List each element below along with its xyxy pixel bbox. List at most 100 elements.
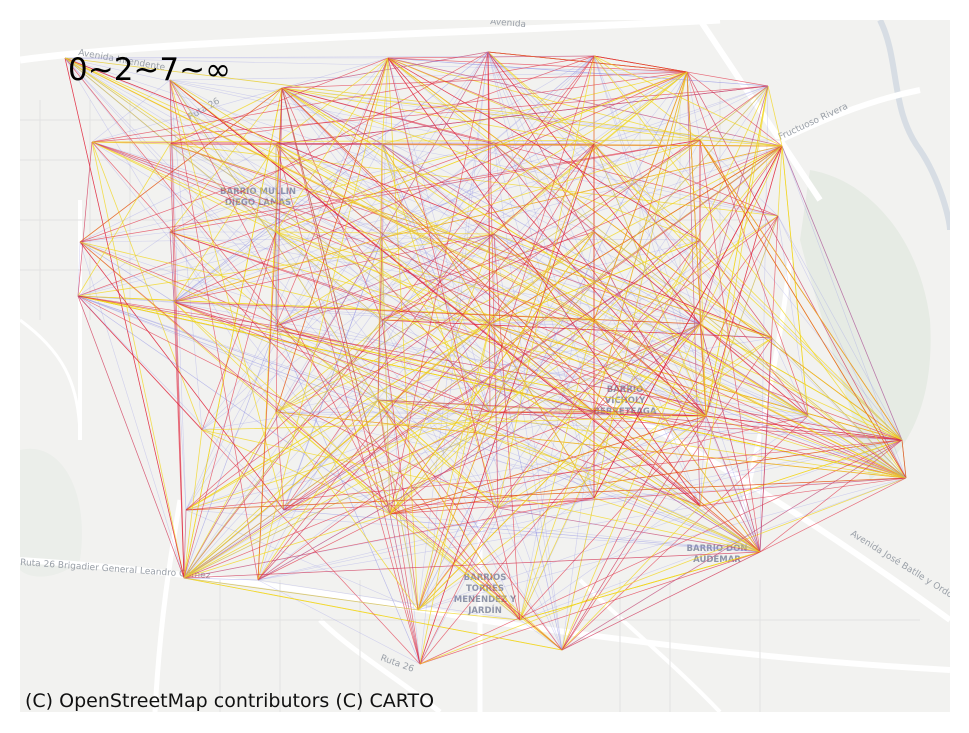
flow-line — [185, 323, 701, 511]
flow-line — [705, 415, 907, 479]
flow-line — [699, 239, 773, 339]
flow-line — [257, 513, 391, 581]
flow-line — [489, 323, 707, 417]
svg-text:AUDEMAR: AUDEMAR — [693, 555, 741, 565]
flow-line — [64, 57, 707, 417]
flow-line — [387, 57, 491, 413]
flow-line — [417, 85, 769, 611]
road — [578, 578, 722, 712]
flow-line — [497, 415, 707, 509]
flow-line — [493, 233, 701, 325]
flow-line — [91, 141, 761, 553]
road — [598, 397, 950, 623]
flow-line — [201, 71, 688, 431]
flow-line — [79, 241, 563, 651]
flow-line — [593, 143, 773, 339]
flow-line — [686, 71, 701, 507]
flow-line — [699, 85, 769, 141]
svg-text:MENENDEZ Y: MENENDEZ Y — [454, 595, 517, 605]
flow-line — [686, 71, 783, 147]
road — [318, 618, 442, 712]
flow-line — [519, 619, 563, 651]
flow-line — [275, 325, 907, 479]
flow-line — [183, 509, 285, 579]
flow-line — [387, 57, 701, 141]
flow-line — [275, 325, 421, 665]
flow-line — [281, 87, 809, 417]
flow-line — [183, 323, 701, 579]
flow-line — [173, 301, 563, 651]
flow-line — [169, 143, 761, 553]
flow-line — [487, 51, 761, 553]
flow-line — [561, 505, 701, 651]
flow-line — [275, 57, 389, 233]
flow-line — [275, 325, 379, 401]
flow-line — [489, 215, 779, 413]
flow-line — [387, 57, 521, 621]
flow-line — [173, 301, 701, 507]
flow-line — [183, 323, 701, 579]
flow-line — [275, 143, 595, 321]
flow-line — [381, 237, 701, 241]
flow-line — [173, 71, 688, 303]
flow-line — [419, 323, 701, 665]
flow-line — [275, 71, 688, 413]
flow-line — [257, 57, 389, 581]
flow-line — [79, 55, 595, 243]
flow-line — [275, 71, 688, 327]
flow-line — [381, 145, 783, 321]
flow-line — [699, 239, 707, 417]
flow-line — [281, 87, 761, 553]
flow-line — [381, 71, 688, 145]
flow-line — [381, 143, 783, 147]
flow-line — [519, 85, 769, 621]
flow-line — [257, 143, 495, 581]
flow-line — [169, 231, 707, 417]
flow-line — [759, 477, 907, 553]
flow-line — [183, 509, 187, 579]
flow-line — [91, 57, 389, 143]
flow-line — [381, 319, 499, 509]
flow-line — [686, 71, 701, 507]
flow-line — [183, 319, 383, 579]
legend-title: 0~2~7~∞ — [68, 52, 231, 88]
flow-line — [387, 57, 701, 507]
map-frame[interactable]: Avenida Intendente Avenida Fructuoso Riv… — [20, 20, 950, 712]
flow-line — [64, 57, 171, 233]
flow-line — [781, 145, 903, 441]
flow-line — [169, 79, 203, 431]
flow-line — [381, 57, 389, 145]
flow-line — [275, 325, 761, 553]
flow-line — [281, 87, 779, 217]
flow-line — [519, 239, 701, 621]
flow-line — [699, 215, 779, 325]
flow-line — [381, 55, 595, 239]
flow-line — [77, 295, 185, 579]
flow-line — [281, 87, 701, 141]
flow-line — [275, 143, 421, 665]
flow-line — [777, 215, 907, 479]
svg-text:BARRIOS: BARRIOS — [464, 573, 507, 583]
flow-line — [64, 57, 907, 479]
flow-line — [389, 415, 707, 515]
flow-line — [183, 145, 783, 579]
flow-line — [519, 477, 907, 621]
flow-line — [381, 71, 688, 239]
flow-line — [561, 551, 761, 651]
flow-line — [417, 145, 783, 611]
flow-line — [275, 411, 907, 479]
flow-line — [705, 415, 761, 553]
flow-line — [183, 323, 491, 579]
flow-line — [381, 319, 595, 413]
flow-line — [91, 141, 277, 233]
flow-line — [183, 577, 563, 651]
flow-line — [185, 509, 419, 611]
flow-line — [79, 241, 595, 413]
map-attribution[interactable]: (C) OpenStreetMap contributors (C) CARTO — [25, 690, 435, 712]
flow-line — [169, 87, 283, 145]
flow-line — [64, 57, 185, 579]
flow-line — [417, 609, 521, 621]
flow-line — [173, 301, 391, 515]
flow-line — [91, 141, 491, 325]
flow-map[interactable]: Avenida Intendente Avenida Fructuoso Riv… — [20, 20, 950, 712]
